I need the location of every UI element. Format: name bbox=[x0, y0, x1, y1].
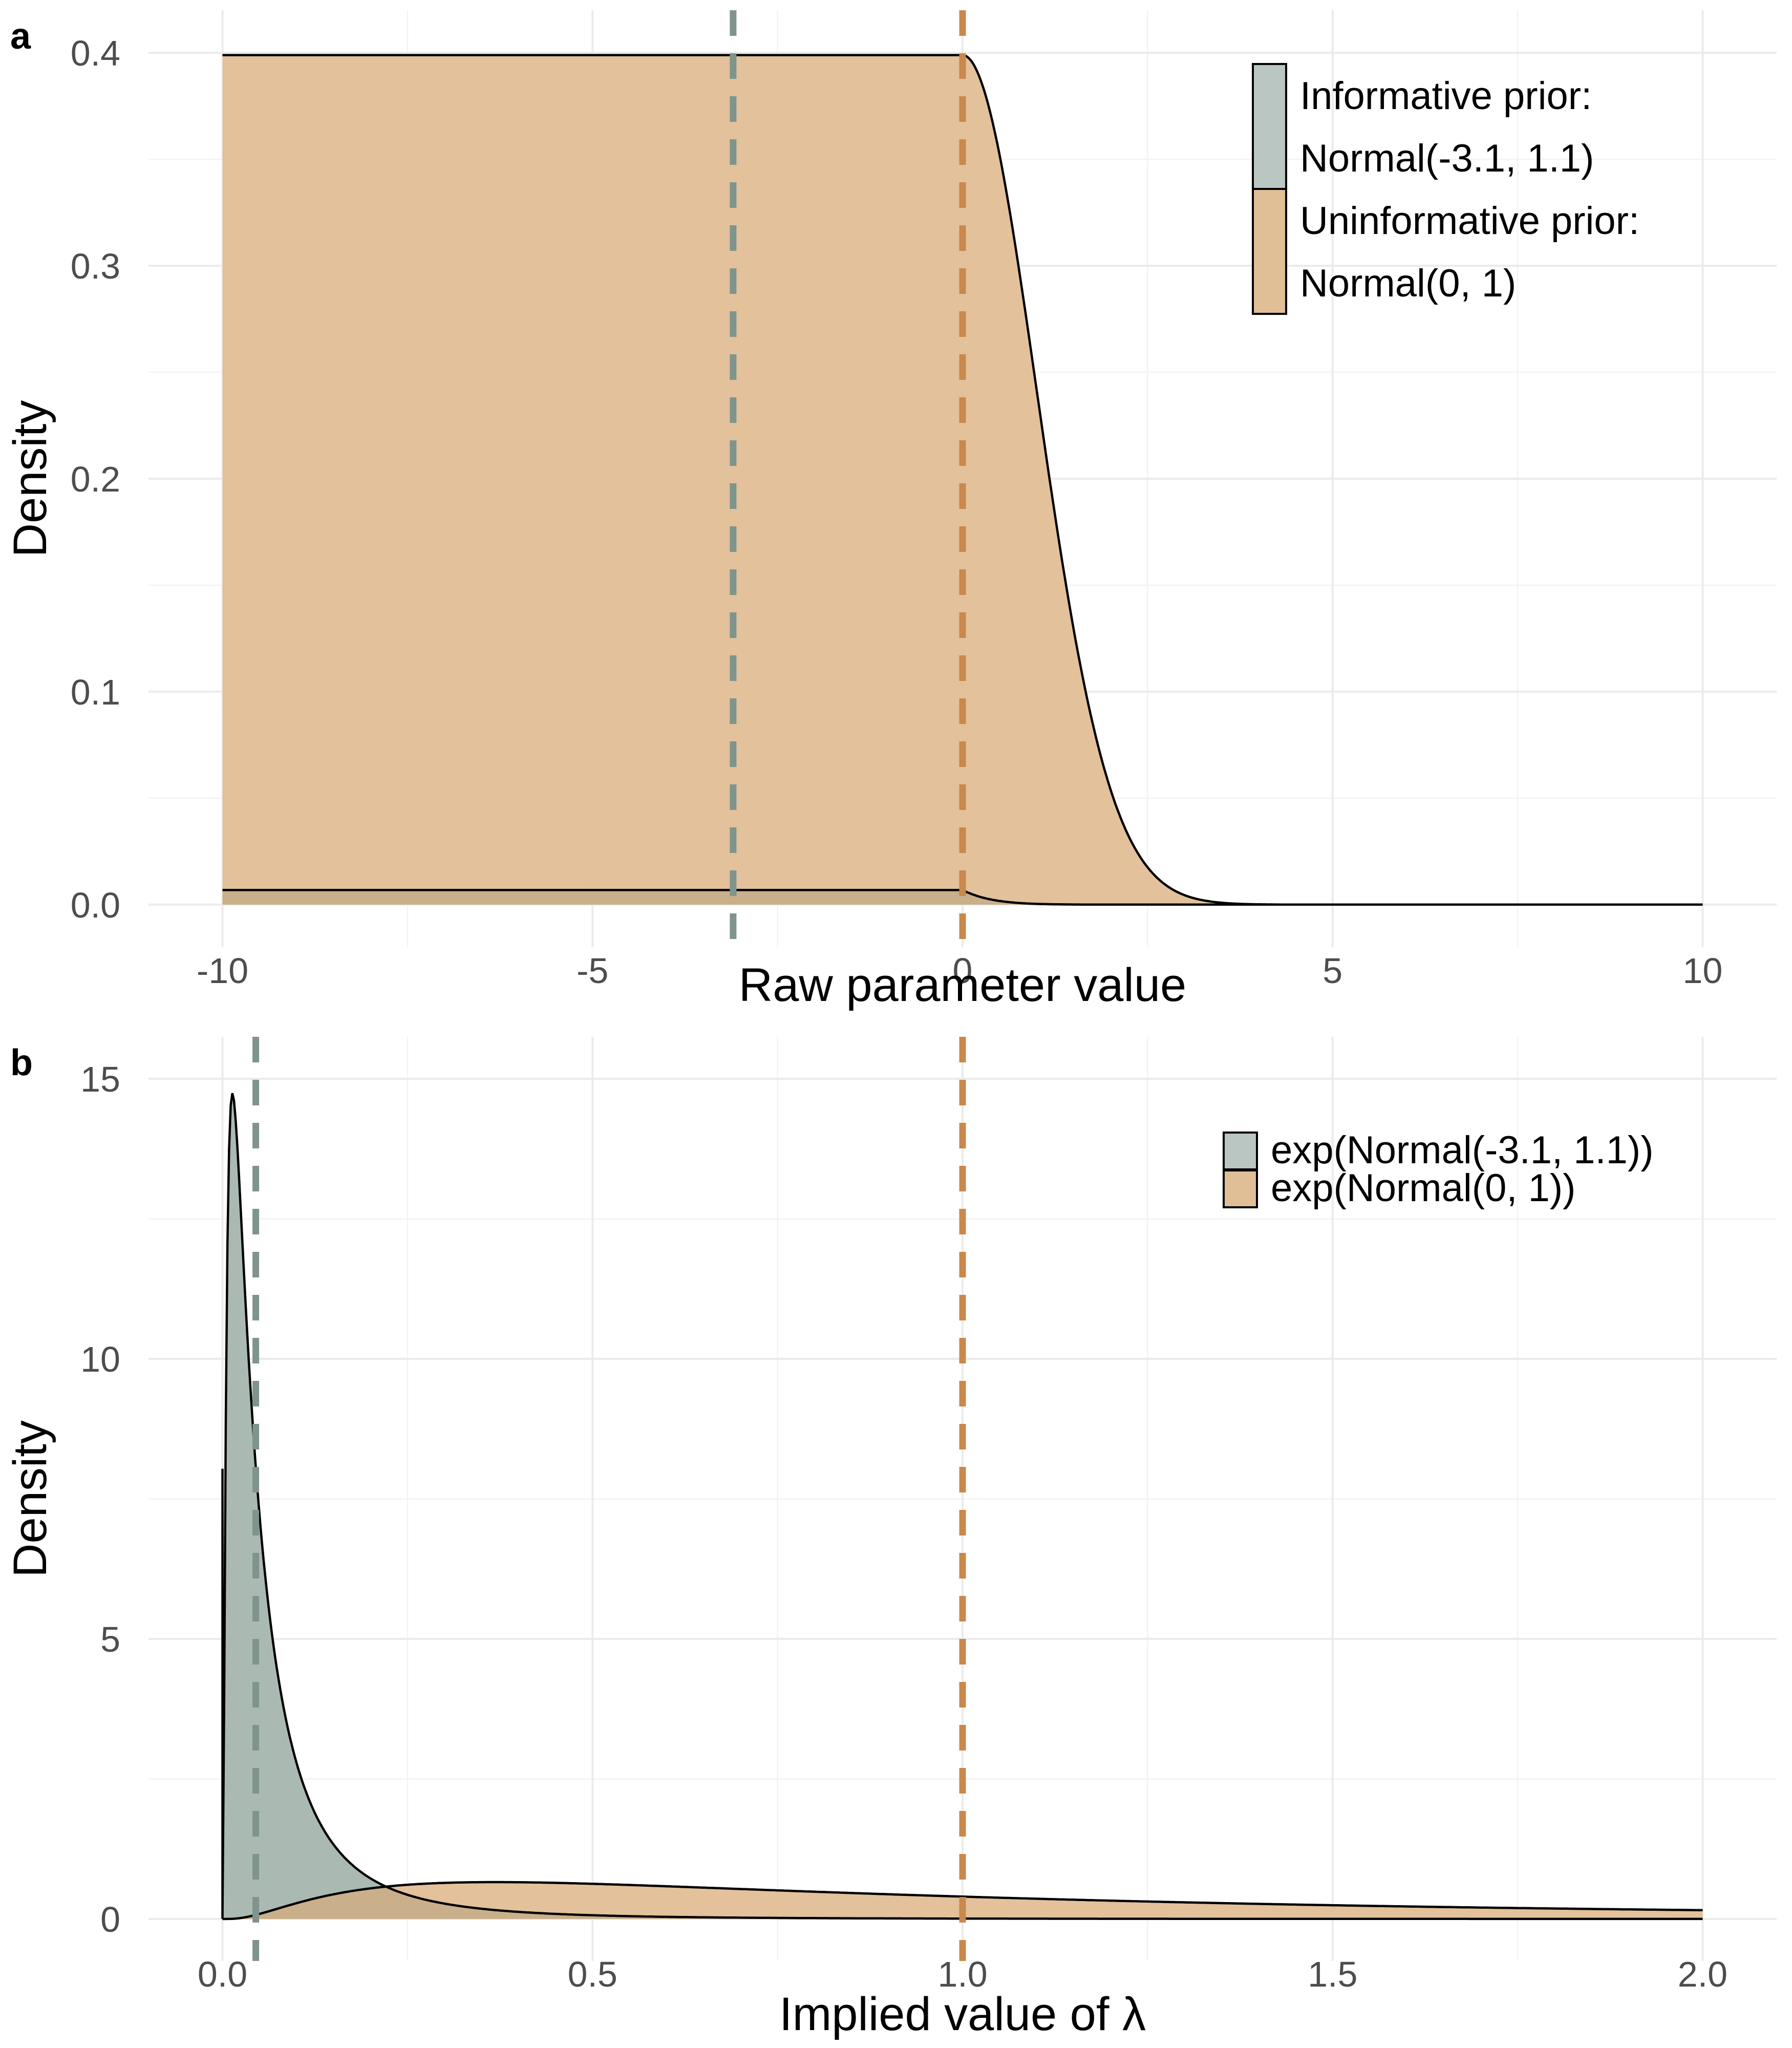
legend-key-series-2 bbox=[1252, 188, 1287, 315]
density-area-series-2 bbox=[222, 55, 1703, 905]
panel-b: 0.0 0.5 1.0 1.5 2.0 0 5 10 15 Implied value of λ D… bbox=[4, 1037, 1777, 2040]
x-tick-label: 2.0 bbox=[1678, 1954, 1727, 1994]
legend-label-series-2: Uninformative prior: bbox=[1300, 199, 1639, 243]
y-tick-label: 5 bbox=[100, 1619, 120, 1659]
panel-label: b bbox=[10, 1042, 33, 1083]
legend-key-series-1 bbox=[1223, 1132, 1258, 1170]
x-tick-label: 1.5 bbox=[1308, 1954, 1357, 1994]
y-axis-title: Density bbox=[4, 1420, 56, 1577]
y-tick-label: 0.3 bbox=[71, 246, 120, 286]
legend-label-series-2: exp(Normal(0, 1)) bbox=[1271, 1166, 1575, 1210]
x-tick-label: -5 bbox=[577, 951, 608, 991]
x-axis-title: Implied value of λ bbox=[779, 1988, 1146, 2040]
y-tick-label: 0.1 bbox=[71, 672, 120, 712]
y-tick-label: 0 bbox=[100, 1900, 120, 1939]
x-tick-label: 0.5 bbox=[568, 1954, 617, 1994]
x-tick-label: 0.0 bbox=[198, 1954, 247, 1994]
y-tick-label: 0.0 bbox=[71, 885, 120, 925]
panel-label: a bbox=[10, 16, 31, 57]
density-outline-series-2 bbox=[222, 1881, 1703, 1921]
y-tick-label: 0.4 bbox=[71, 33, 120, 73]
legend-key-series-2 bbox=[1223, 1169, 1258, 1208]
legend-label-series-1: exp(Normal(-3.1, 1.1)) bbox=[1271, 1128, 1654, 1172]
x-axis-title: Raw parameter value bbox=[739, 959, 1186, 1011]
x-tick-label: 0 bbox=[953, 951, 973, 991]
y-tick-label: 10 bbox=[80, 1339, 120, 1379]
legend-label-series-1: Informative prior: bbox=[1300, 74, 1592, 118]
legend-label-series-1: Normal(-3.1, 1.1) bbox=[1300, 137, 1594, 180]
x-tick-label: 10 bbox=[1683, 951, 1723, 991]
x-tick-label: 5 bbox=[1322, 951, 1342, 991]
y-tick-label: 15 bbox=[80, 1059, 120, 1099]
legend: Informative prior: Normal(-3.1, 1.1) Uninf… bbox=[1252, 63, 1639, 315]
panel-a: -10 -5 0 5 10 0.0 0.1 0.2 0.3 0.4 Raw parameter va… bbox=[4, 10, 1777, 1011]
y-axis-title: Density bbox=[4, 400, 56, 558]
y-tick-label: 0.2 bbox=[71, 459, 120, 499]
density-overlap-series-1 bbox=[222, 890, 1703, 905]
legend: exp(Normal(-3.1, 1.1))exp(Normal(0, 1)) bbox=[1223, 1128, 1654, 1210]
x-tick-label: 1.0 bbox=[937, 1954, 987, 1994]
legend-label-series-2: Normal(0, 1) bbox=[1300, 262, 1516, 305]
x-tick-label: -10 bbox=[197, 951, 248, 991]
legend-key-series-1 bbox=[1252, 63, 1287, 190]
